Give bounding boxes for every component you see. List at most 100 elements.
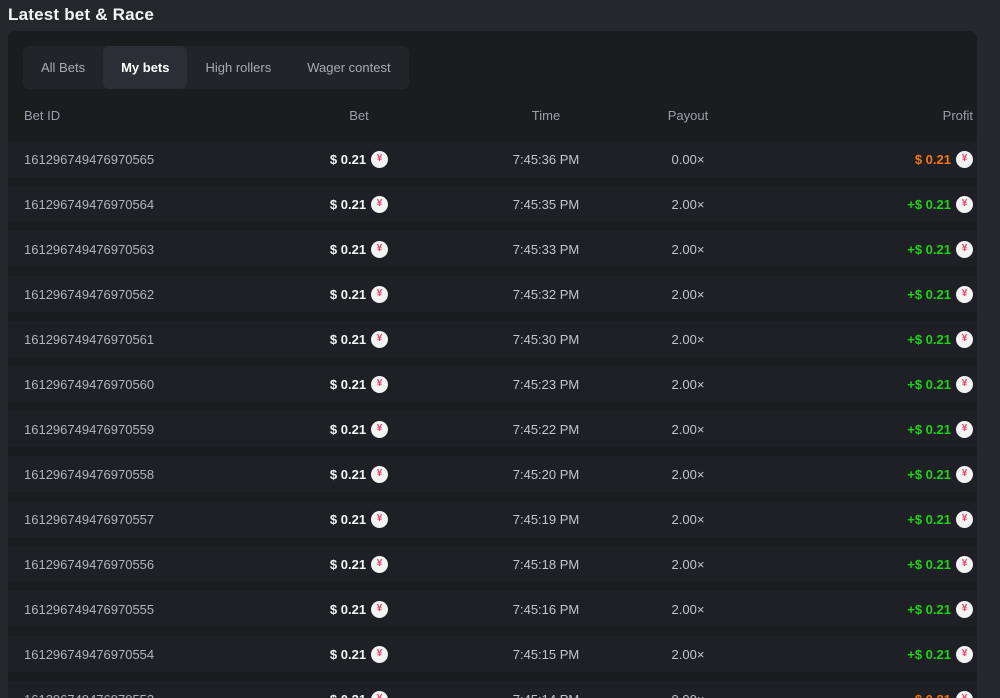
profit-cell: +$ 0.21 ¥ [718, 465, 973, 483]
profit-amount: +$ 0.21 [907, 286, 951, 302]
jpy-coin-icon: ¥ [956, 465, 973, 483]
bet-time: 7:45:19 PM [512, 511, 580, 527]
bet-amount: $ 0.21 [329, 466, 367, 482]
bet-time: 7:45:33 PM [512, 241, 580, 257]
jpy-coin-icon: ¥ [956, 375, 973, 393]
bet-id: 161296749476970565 [24, 151, 155, 167]
jpy-coin-icon: ¥ [371, 600, 389, 618]
jpy-coin-icon: ¥ [371, 375, 389, 393]
profit-cell: $ 0.21 ¥ [718, 690, 973, 698]
tab-my-bets[interactable]: My bets [103, 46, 188, 89]
bet-amount-cell: $ 0.21 ¥ [284, 375, 434, 393]
bet-amount: $ 0.21 [329, 421, 367, 437]
bet-amount: $ 0.21 [329, 286, 367, 302]
bet-id: 161296749476970559 [24, 421, 155, 437]
bet-payout: 2.00× [671, 511, 705, 527]
bet-amount: $ 0.21 [329, 511, 367, 527]
jpy-coin-icon: ¥ [371, 240, 389, 258]
profit-cell: +$ 0.21 ¥ [718, 555, 973, 573]
bet-amount-cell: $ 0.21 ¥ [284, 510, 434, 528]
jpy-coin-icon: ¥ [371, 690, 389, 698]
profit-cell: +$ 0.21 ¥ [718, 510, 973, 528]
jpy-coin-icon: ¥ [956, 555, 973, 573]
profit-amount: +$ 0.21 [907, 601, 951, 617]
column-header-time: Time [531, 108, 561, 123]
table-row[interactable]: 161296749476970557 $ 0.21 ¥ 7:45:19 PM 2… [8, 501, 977, 537]
profit-amount: +$ 0.21 [907, 421, 951, 437]
bet-time: 7:45:35 PM [512, 196, 580, 212]
bet-time: 7:45:32 PM [512, 286, 580, 302]
bet-id: 161296749476970561 [24, 331, 155, 347]
table-row[interactable]: 161296749476970554 $ 0.21 ¥ 7:45:15 PM 2… [8, 636, 977, 672]
column-header-profit: Profit [942, 108, 973, 123]
column-header-bet: Bet [349, 108, 369, 123]
bet-payout: 0.00× [658, 692, 718, 698]
bet-amount-cell: $ 0.21 ¥ [284, 600, 434, 618]
table-row[interactable]: 161296749476970563 $ 0.21 ¥ 7:45:33 PM 2… [8, 231, 977, 267]
jpy-coin-icon: ¥ [371, 150, 389, 168]
bet-time: 7:45:30 PM [512, 331, 580, 347]
tab-wager-contest[interactable]: Wager contest [307, 60, 391, 75]
bet-amount: $ 0.21 [329, 151, 367, 167]
table-row[interactable]: 161296749476970559 $ 0.21 ¥ 7:45:22 PM 2… [8, 411, 977, 447]
table-header-row: Bet ID Bet Time Payout Profit [8, 103, 977, 128]
jpy-coin-icon: ¥ [371, 645, 389, 663]
profit-cell: +$ 0.21 ¥ [718, 285, 973, 303]
bet-amount-cell: $ 0.21 ¥ [284, 690, 434, 698]
bet-payout: 2.00× [671, 286, 705, 302]
bet-payout: 2.00× [671, 376, 705, 392]
bets-table-body: 161296749476970565 $ 0.21 ¥ 7:45:36 PM 0… [8, 141, 977, 698]
bet-id: 161296749476970558 [24, 466, 155, 482]
bet-id: 161296749476970560 [24, 376, 155, 392]
bet-id: 161296749476970562 [24, 286, 155, 302]
table-row[interactable]: 161296749476970558 $ 0.21 ¥ 7:45:20 PM 2… [8, 456, 977, 492]
bet-payout: 2.00× [671, 196, 705, 212]
table-row[interactable]: 161296749476970562 $ 0.21 ¥ 7:45:32 PM 2… [8, 276, 977, 312]
profit-amount: +$ 0.21 [907, 331, 951, 347]
tab-all-bets[interactable]: All Bets [41, 60, 86, 75]
profit-amount: +$ 0.21 [907, 196, 951, 212]
jpy-coin-icon: ¥ [371, 195, 389, 213]
tab-high-rollers[interactable]: High rollers [205, 60, 272, 75]
bet-time: 7:45:15 PM [512, 646, 580, 662]
profit-cell: +$ 0.21 ¥ [718, 375, 973, 393]
jpy-coin-icon: ¥ [956, 645, 973, 663]
jpy-coin-icon: ¥ [371, 420, 389, 438]
profit-amount: +$ 0.21 [907, 241, 951, 257]
jpy-coin-icon: ¥ [371, 510, 389, 528]
table-row[interactable]: 161296749476970556 $ 0.21 ¥ 7:45:18 PM 2… [8, 546, 977, 582]
table-row[interactable]: 161296749476970553 $ 0.21 ¥ 7:45:14 PM 0… [8, 681, 977, 698]
bet-amount: $ 0.21 [329, 241, 367, 257]
bet-id: 161296749476970563 [24, 241, 155, 257]
bet-amount-cell: $ 0.21 ¥ [284, 150, 434, 168]
table-row[interactable]: 161296749476970561 $ 0.21 ¥ 7:45:30 PM 2… [8, 321, 977, 357]
bet-amount-cell: $ 0.21 ¥ [284, 420, 434, 438]
column-header-bet-id: Bet ID [24, 108, 61, 123]
bet-id: 161296749476970557 [24, 511, 155, 527]
bet-time: 7:45:36 PM [512, 151, 580, 167]
bet-amount: $ 0.21 [329, 556, 367, 572]
table-row[interactable]: 161296749476970564 $ 0.21 ¥ 7:45:35 PM 2… [8, 186, 977, 222]
bet-time: 7:45:18 PM [512, 556, 580, 572]
bet-amount-cell: $ 0.21 ¥ [284, 645, 434, 663]
table-row[interactable]: 161296749476970555 $ 0.21 ¥ 7:45:16 PM 2… [8, 591, 977, 627]
bet-payout: 2.00× [671, 331, 705, 347]
table-row[interactable]: 161296749476970565 $ 0.21 ¥ 7:45:36 PM 0… [8, 141, 977, 177]
profit-amount: +$ 0.21 [907, 556, 951, 572]
profit-amount: $ 0.21 [914, 151, 951, 167]
profit-amount: +$ 0.21 [907, 376, 951, 392]
column-header-payout: Payout [667, 108, 709, 123]
profit-cell: +$ 0.21 ¥ [718, 645, 973, 663]
header-bar: Latest bet & Race [0, 0, 1000, 29]
bet-payout: 2.00× [671, 241, 705, 257]
profit-amount: +$ 0.21 [907, 466, 951, 482]
bet-amount: $ 0.21 [330, 692, 366, 698]
bet-payout: 2.00× [671, 556, 705, 572]
bet-id: 161296749476970564 [24, 196, 155, 212]
bet-payout: 2.00× [671, 466, 705, 482]
jpy-coin-icon: ¥ [371, 465, 389, 483]
jpy-coin-icon: ¥ [956, 690, 973, 698]
table-row[interactable]: 161296749476970560 $ 0.21 ¥ 7:45:23 PM 2… [8, 366, 977, 402]
bet-amount-cell: $ 0.21 ¥ [284, 285, 434, 303]
bet-amount: $ 0.21 [329, 331, 367, 347]
